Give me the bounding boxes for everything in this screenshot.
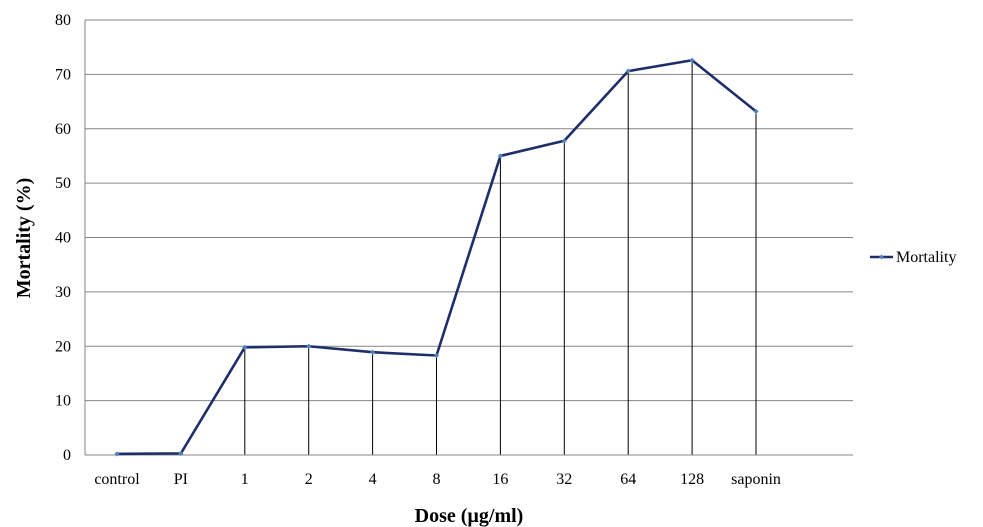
series-layer — [114, 57, 759, 457]
y-tick-label-20: 20 — [55, 338, 71, 355]
data-point-saponin — [753, 108, 759, 114]
x-tick-label-8: 8 — [433, 471, 441, 488]
drop-lines — [244, 60, 757, 455]
x-tick-label-64: 64 — [620, 471, 636, 488]
y-tick-label-70: 70 — [55, 66, 71, 83]
x-tick-label-32: 32 — [556, 471, 572, 488]
x-axis-title: Dose (µg/ml) — [415, 505, 524, 527]
data-point-PI — [178, 450, 184, 456]
grid-layer — [85, 19, 853, 402]
legend-marker — [879, 254, 884, 260]
y-axis-title: Mortality (%) — [13, 178, 35, 299]
data-point-4 — [370, 349, 376, 355]
x-tick-label-1: 1 — [241, 471, 249, 488]
x-tick-label-control: control — [94, 471, 140, 488]
y-tick-label-40: 40 — [55, 230, 71, 247]
legend: Mortality — [870, 249, 956, 266]
data-point-32 — [561, 138, 567, 144]
y-tick-label-30: 30 — [55, 284, 71, 301]
data-point-64 — [625, 68, 631, 74]
data-point-128 — [689, 57, 695, 63]
x-tick-label-saponin: saponin — [731, 471, 781, 488]
axes — [84, 20, 853, 456]
x-tick-label-2: 2 — [305, 471, 313, 488]
x-tick-label-PI: PI — [174, 471, 188, 488]
data-point-8 — [433, 352, 440, 359]
legend-label: Mortality — [896, 249, 956, 266]
x-tick-label-128: 128 — [680, 471, 704, 488]
data-point-2 — [306, 343, 312, 349]
tick-labels: 0 10 20 30 40 50 60 70 80 control PI 1 2 4 8 16 32 64 128 s… — [55, 12, 781, 488]
x-tick-label-4: 4 — [369, 471, 377, 488]
y-tick-label-80: 80 — [55, 12, 71, 29]
data-point-1 — [242, 344, 248, 350]
y-tick-label-60: 60 — [55, 121, 71, 138]
y-tick-label-50: 50 — [55, 175, 71, 192]
data-point-16 — [497, 153, 503, 159]
y-tick-label-0: 0 — [63, 447, 71, 464]
y-tick-label-10: 10 — [55, 393, 71, 410]
data-point-control — [114, 451, 120, 457]
x-tick-label-16: 16 — [492, 471, 508, 488]
